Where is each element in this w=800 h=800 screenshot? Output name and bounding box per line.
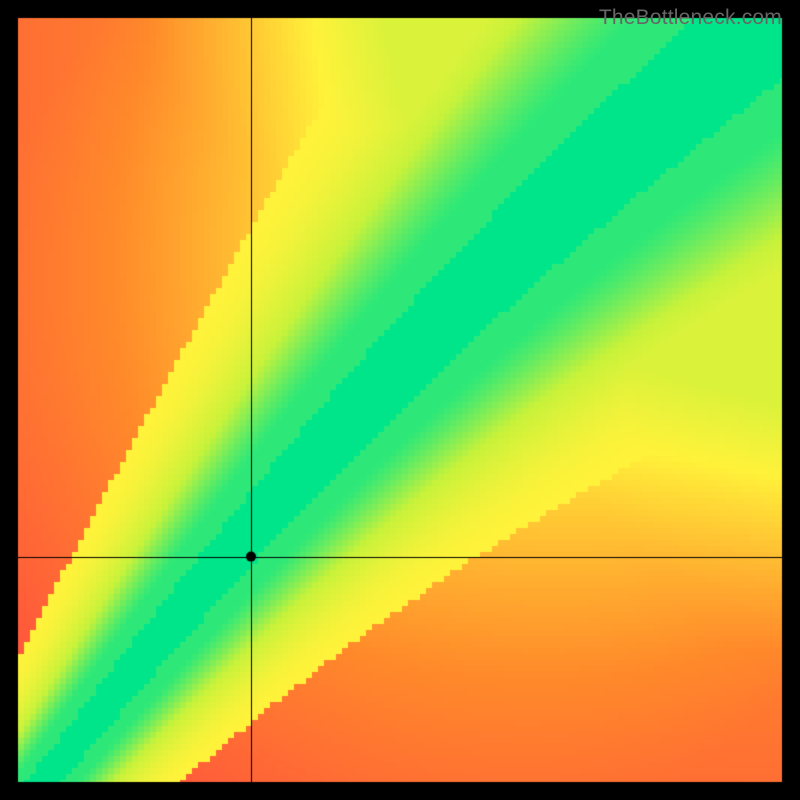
chart-container: TheBottleneck.com [0, 0, 800, 800]
heatmap-canvas [0, 0, 800, 800]
attribution-label: TheBottleneck.com [599, 6, 782, 30]
